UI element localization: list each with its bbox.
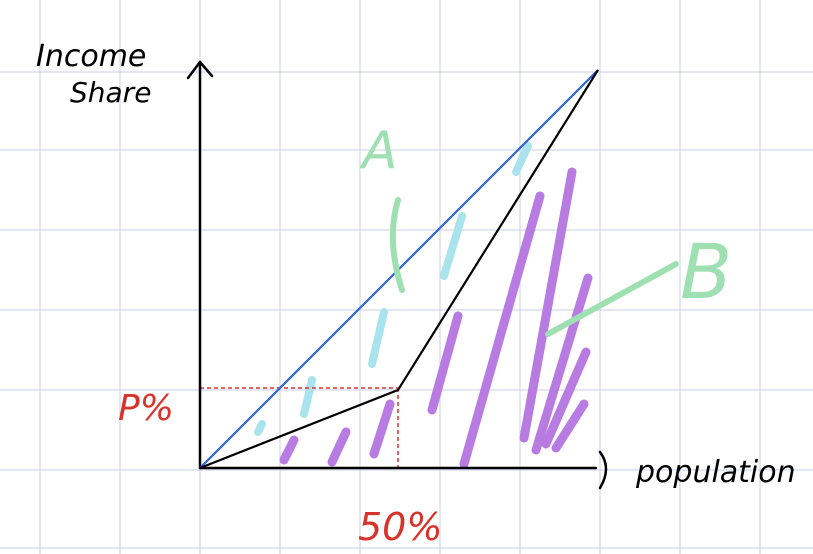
region-b-hatch-stroke [541, 347, 591, 449]
region-b-hatch-stroke [327, 427, 351, 467]
region-b-hatch-stroke [551, 399, 589, 453]
guide-lines [200, 387, 399, 468]
y-axis-arrowhead [186, 60, 214, 80]
region-b-hatching [279, 167, 593, 469]
region-a-pointer-stroke [389, 197, 405, 293]
region-a-label: A [359, 121, 398, 181]
region-b-hatch-stroke [427, 311, 463, 415]
region-a-hatch-stroke [254, 420, 266, 436]
region-b-hatch-stroke [531, 273, 593, 455]
axes [186, 60, 598, 470]
y-axis-title-line2: Share [70, 76, 151, 109]
x-marker-label: 50% [358, 505, 442, 549]
region-a-hatch-stroke [512, 142, 532, 176]
region-b-hatch-stroke [279, 435, 299, 465]
region-b-hatch-stroke [459, 191, 545, 469]
region-b-hatch-stroke [519, 167, 577, 443]
region-a-hatch-stroke [368, 308, 388, 368]
region-b-hatch-stroke [369, 399, 395, 459]
y-marker-label: P% [118, 388, 174, 429]
region-a-hatch-stroke [300, 376, 316, 418]
x-axis-title: population [635, 455, 796, 490]
region-a-hatching [254, 142, 532, 436]
region-b-leader-line [545, 261, 679, 337]
region-b-label: B [680, 227, 732, 316]
lorenz-curve [199, 69, 599, 470]
x-axis-bracket [598, 450, 608, 490]
y-axis-title-line1: Income [36, 39, 146, 74]
region-a-hatch-stroke [440, 212, 466, 280]
